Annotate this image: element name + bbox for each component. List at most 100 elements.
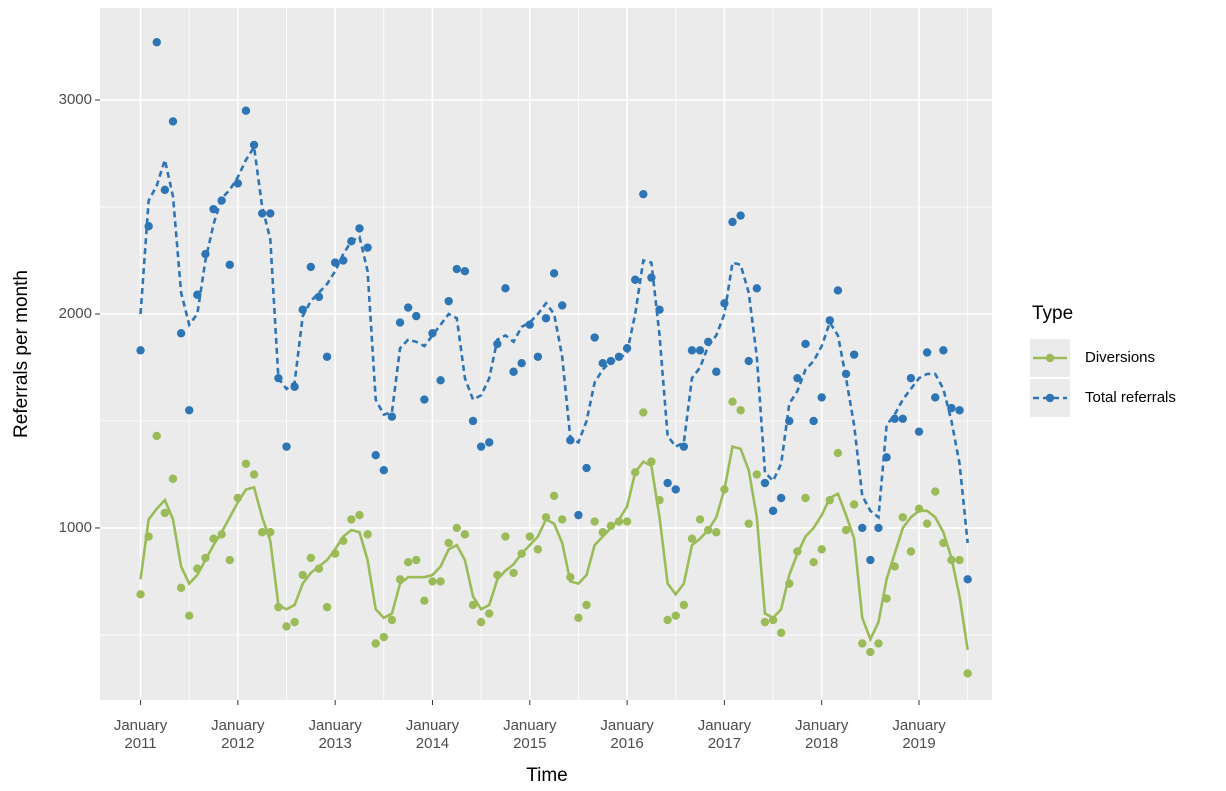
point	[428, 329, 437, 338]
point	[582, 600, 591, 610]
point	[201, 553, 210, 563]
point	[866, 555, 875, 565]
point	[744, 519, 753, 528]
point	[606, 356, 616, 366]
point	[841, 369, 851, 379]
point	[801, 339, 810, 349]
x-tick-label: January 2018	[795, 717, 849, 752]
point	[168, 117, 178, 126]
point	[574, 613, 583, 623]
point	[493, 339, 502, 349]
point	[298, 305, 307, 314]
point	[193, 290, 202, 299]
point	[193, 564, 202, 573]
point	[379, 632, 389, 642]
point	[274, 602, 283, 612]
point	[493, 570, 502, 580]
point	[874, 639, 883, 648]
point	[882, 594, 891, 603]
point	[330, 549, 340, 558]
point	[736, 211, 745, 220]
y-tick-label: 1000	[59, 519, 92, 536]
point	[849, 350, 859, 359]
point	[485, 438, 494, 447]
point	[558, 301, 567, 310]
point	[679, 442, 689, 451]
point	[314, 292, 324, 302]
point	[347, 515, 356, 524]
point	[914, 504, 924, 513]
point	[395, 318, 405, 327]
point	[152, 38, 161, 47]
point	[598, 359, 607, 368]
point	[541, 513, 551, 522]
point	[501, 532, 510, 541]
point	[152, 431, 161, 441]
point	[744, 356, 753, 366]
point	[306, 262, 316, 272]
point	[144, 222, 153, 231]
point	[663, 615, 672, 625]
point	[501, 284, 510, 293]
point	[809, 416, 818, 426]
panel	[100, 8, 992, 700]
x-tick-label: January 2011	[113, 717, 168, 752]
point	[339, 536, 348, 546]
point	[217, 196, 226, 205]
point	[906, 373, 916, 383]
y-tick-label: 3000	[59, 91, 92, 108]
y-axis-title: Referrals per month	[11, 270, 32, 438]
point	[558, 515, 567, 524]
point	[931, 487, 940, 496]
point	[355, 224, 364, 233]
point	[257, 528, 267, 537]
point	[468, 416, 478, 426]
point	[647, 273, 656, 282]
point	[687, 346, 697, 355]
x-axis-title: Time	[526, 765, 568, 786]
point	[776, 628, 786, 638]
point	[549, 491, 559, 501]
point	[476, 442, 486, 451]
point	[168, 474, 178, 483]
legend-title: Type	[1032, 303, 1073, 324]
point	[793, 373, 802, 383]
point	[622, 517, 632, 526]
point	[801, 493, 810, 503]
point	[955, 555, 964, 565]
point	[841, 525, 851, 535]
point	[728, 397, 737, 406]
point	[663, 478, 672, 488]
point	[679, 600, 689, 610]
point	[768, 506, 778, 516]
point	[412, 555, 421, 565]
point	[785, 579, 794, 588]
point	[566, 572, 575, 582]
point	[639, 408, 648, 417]
point	[631, 468, 640, 477]
point	[201, 249, 210, 259]
point	[436, 577, 445, 586]
point	[420, 596, 429, 605]
point	[631, 275, 640, 284]
x-tick-label: January 2014	[405, 717, 460, 752]
point	[817, 393, 826, 402]
point	[622, 344, 632, 353]
point	[233, 493, 243, 503]
point	[922, 348, 932, 357]
point	[598, 528, 607, 537]
point	[379, 465, 389, 475]
point	[614, 517, 624, 526]
point	[614, 352, 624, 361]
point	[963, 575, 972, 584]
point	[517, 359, 526, 368]
point	[728, 217, 737, 227]
point	[509, 367, 518, 376]
point	[249, 140, 259, 150]
point	[452, 264, 461, 274]
point	[144, 532, 153, 541]
point	[225, 555, 234, 565]
point	[939, 538, 948, 548]
point	[412, 311, 421, 321]
point	[371, 451, 380, 460]
